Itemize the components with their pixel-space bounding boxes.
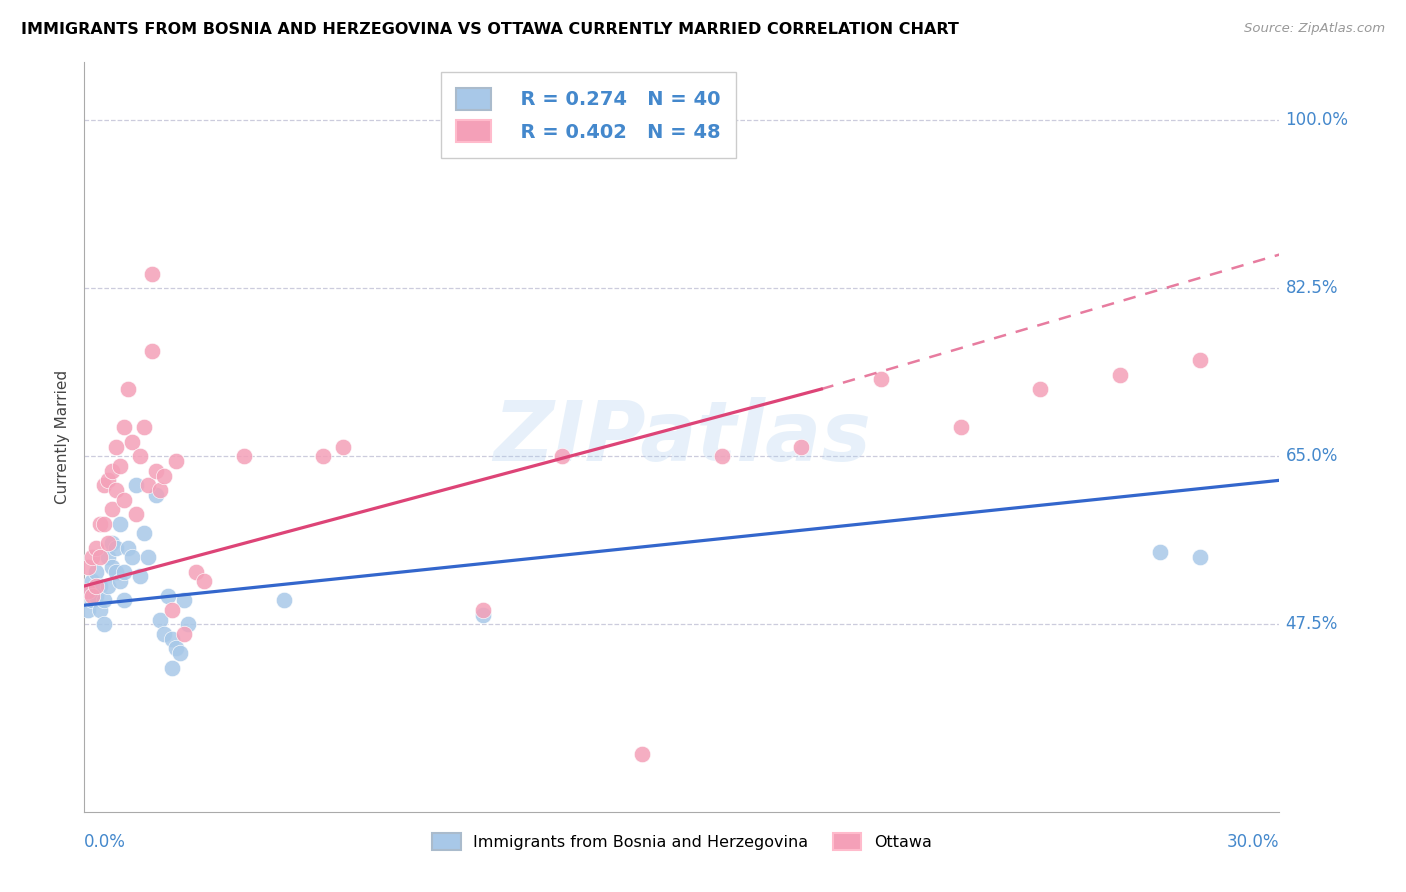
Point bbox=[870, 372, 893, 386]
Point bbox=[551, 450, 574, 464]
Point bbox=[82, 589, 104, 603]
Point bbox=[82, 593, 104, 607]
Point bbox=[105, 565, 128, 579]
Point bbox=[105, 541, 128, 555]
Point bbox=[97, 535, 120, 549]
Text: 47.5%: 47.5% bbox=[1285, 615, 1339, 633]
Point bbox=[112, 565, 135, 579]
Point bbox=[177, 617, 200, 632]
Point bbox=[82, 574, 104, 589]
Point bbox=[471, 603, 494, 617]
Point bbox=[273, 593, 295, 607]
Point bbox=[157, 589, 180, 603]
Point bbox=[112, 593, 135, 607]
Point bbox=[949, 420, 972, 434]
Point bbox=[332, 440, 354, 454]
Point bbox=[631, 747, 654, 761]
Point bbox=[97, 473, 120, 487]
Point bbox=[77, 583, 100, 598]
Point bbox=[117, 382, 139, 396]
Point bbox=[790, 440, 813, 454]
Point bbox=[112, 420, 135, 434]
Point bbox=[1188, 550, 1211, 565]
Point bbox=[1188, 353, 1211, 368]
Point bbox=[141, 343, 163, 358]
Point bbox=[97, 579, 120, 593]
Point bbox=[112, 492, 135, 507]
Point bbox=[93, 516, 115, 531]
Point bbox=[101, 502, 124, 516]
Text: 30.0%: 30.0% bbox=[1227, 833, 1279, 851]
Point bbox=[89, 603, 111, 617]
Point bbox=[93, 593, 115, 607]
Point bbox=[89, 550, 111, 565]
Point bbox=[136, 478, 159, 492]
Point bbox=[710, 450, 733, 464]
Point bbox=[160, 603, 183, 617]
Point bbox=[184, 565, 207, 579]
Point bbox=[121, 550, 143, 565]
Point bbox=[1109, 368, 1132, 382]
Point bbox=[141, 267, 163, 281]
Point bbox=[125, 478, 148, 492]
Text: 0.0%: 0.0% bbox=[84, 833, 127, 851]
Point bbox=[129, 450, 152, 464]
Point bbox=[93, 478, 115, 492]
Text: Source: ZipAtlas.com: Source: ZipAtlas.com bbox=[1244, 22, 1385, 36]
Point bbox=[121, 434, 143, 449]
Point bbox=[471, 607, 494, 622]
Point bbox=[86, 541, 108, 555]
Point bbox=[129, 569, 152, 583]
Point bbox=[93, 617, 115, 632]
Point bbox=[110, 458, 132, 473]
Point bbox=[132, 526, 156, 541]
Point bbox=[312, 450, 335, 464]
Point bbox=[125, 507, 148, 521]
Point bbox=[149, 613, 172, 627]
Point bbox=[105, 483, 128, 497]
Point bbox=[97, 550, 120, 565]
Legend: Immigrants from Bosnia and Herzegovina, Ottawa: Immigrants from Bosnia and Herzegovina, … bbox=[426, 827, 938, 856]
Point bbox=[165, 454, 187, 468]
Point bbox=[82, 550, 104, 565]
Point bbox=[173, 593, 195, 607]
Point bbox=[173, 627, 195, 641]
Point bbox=[89, 579, 111, 593]
Point bbox=[89, 516, 111, 531]
Point bbox=[153, 627, 176, 641]
Text: 100.0%: 100.0% bbox=[1285, 112, 1348, 129]
Point bbox=[101, 464, 124, 478]
Point bbox=[232, 450, 254, 464]
Point bbox=[86, 565, 108, 579]
Point bbox=[101, 559, 124, 574]
Point bbox=[132, 420, 156, 434]
Point bbox=[149, 483, 172, 497]
Point bbox=[1149, 545, 1171, 559]
Text: ZIPatlas: ZIPatlas bbox=[494, 397, 870, 477]
Point bbox=[110, 574, 132, 589]
Text: 65.0%: 65.0% bbox=[1285, 447, 1339, 466]
Point bbox=[77, 583, 100, 598]
Point bbox=[77, 603, 100, 617]
Point bbox=[110, 516, 132, 531]
Y-axis label: Currently Married: Currently Married bbox=[55, 370, 70, 504]
Point bbox=[136, 550, 159, 565]
Point bbox=[145, 488, 167, 502]
Point bbox=[86, 589, 108, 603]
Point bbox=[77, 559, 100, 574]
Point bbox=[193, 574, 215, 589]
Point bbox=[101, 535, 124, 549]
Point bbox=[160, 632, 183, 646]
Text: 82.5%: 82.5% bbox=[1285, 279, 1339, 297]
Point bbox=[169, 646, 191, 660]
Point bbox=[153, 468, 176, 483]
Point bbox=[1029, 382, 1052, 396]
Point bbox=[160, 660, 183, 674]
Point bbox=[165, 641, 187, 656]
Point bbox=[86, 579, 108, 593]
Point bbox=[105, 440, 128, 454]
Point bbox=[117, 541, 139, 555]
Text: IMMIGRANTS FROM BOSNIA AND HERZEGOVINA VS OTTAWA CURRENTLY MARRIED CORRELATION C: IMMIGRANTS FROM BOSNIA AND HERZEGOVINA V… bbox=[21, 22, 959, 37]
Point bbox=[145, 464, 167, 478]
